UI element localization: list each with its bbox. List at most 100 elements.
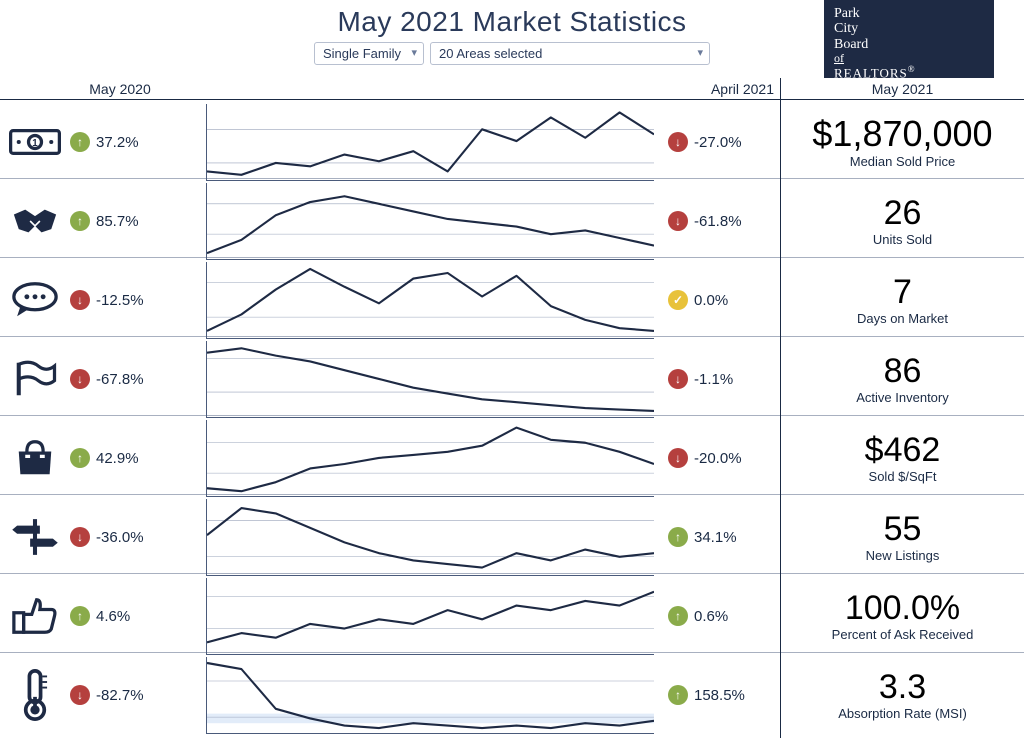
sparkline-chart [200, 495, 660, 580]
arrow-icon [70, 369, 90, 389]
arrow-icon [668, 448, 688, 468]
arrow-icon [668, 369, 688, 389]
col-header-mid: April 2021 [660, 81, 780, 97]
col-header-left: May 2020 [0, 81, 200, 97]
metric-row: -12.5%0.0%7Days on Market [0, 258, 1024, 337]
metric-label: Absorption Rate (MSI) [838, 706, 967, 721]
brand-logo: Park City Board of REALTORS® [824, 0, 994, 78]
metric-row: 4.6% 0.6% 100.0% Percent of Ask Received [0, 574, 1024, 653]
arrow-icon [70, 685, 90, 705]
mom-change: -61.8% [660, 211, 780, 231]
arrow-icon [70, 132, 90, 152]
mom-pct: -20.0% [694, 450, 742, 467]
yoy-pct: -12.5% [96, 292, 144, 309]
mom-pct: 0.0% [694, 292, 728, 309]
chat-icon [0, 274, 70, 326]
arrow-icon [70, 211, 90, 231]
yoy-change: -12.5% [70, 290, 200, 310]
arrow-icon [70, 448, 90, 468]
metric-value-cell: 100.0% Percent of Ask Received [780, 574, 1024, 659]
mom-change: 34.1% [660, 527, 780, 547]
arrow-icon [70, 527, 90, 547]
thermo-icon [0, 669, 70, 721]
metric-label: Percent of Ask Received [832, 627, 974, 642]
bag-icon [0, 432, 70, 484]
yoy-pct: 85.7% [96, 213, 139, 230]
title-block: May 2021 Market Statistics Single Family… [314, 6, 710, 65]
metric-label: Median Sold Price [850, 154, 956, 169]
yoy-pct: 42.9% [96, 450, 139, 467]
metric-value-cell: $462 Sold $/SqFt [780, 416, 1024, 501]
arrow-icon [668, 290, 688, 310]
mom-change: -20.0% [660, 448, 780, 468]
mom-change: 0.0% [660, 290, 780, 310]
areas-select[interactable]: 20 Areas selected [430, 42, 710, 65]
metric-value-cell: $1,870,000 Median Sold Price [780, 100, 1024, 185]
metric-row: -36.0%34.1%55New Listings [0, 495, 1024, 574]
metric-label: Sold $/SqFt [869, 469, 937, 484]
metric-value-cell: 86 Active Inventory [780, 337, 1024, 422]
header: May 2021 Market Statistics Single Family… [0, 0, 1024, 78]
mom-change: 158.5% [660, 685, 780, 705]
metric-value: 7 [893, 275, 912, 309]
sparkline-chart [200, 574, 660, 659]
mom-pct: 0.6% [694, 608, 728, 625]
mom-pct: -61.8% [694, 213, 742, 230]
metric-row: 1 37.2% -27.0% $1,870,000 Median Sold Price [0, 100, 1024, 179]
metrics-rows: 1 37.2% -27.0% $1,870,000 Median Sold Price 8… [0, 100, 1024, 732]
metric-value: $462 [865, 433, 941, 467]
mom-pct: -27.0% [694, 134, 742, 151]
metric-row: -82.7% 158.5% 3.3 Absorption Rate (MSI) [0, 653, 1024, 732]
property-type-select[interactable]: Single Family [314, 42, 424, 65]
sparkline-chart [200, 258, 660, 343]
thumb-icon [0, 590, 70, 642]
metric-value: 86 [884, 354, 922, 388]
mom-change: -27.0% [660, 132, 780, 152]
metric-row: -67.8% -1.1% 86 Active Inventory [0, 337, 1024, 416]
mom-pct: 34.1% [694, 529, 737, 546]
arrow-icon [70, 606, 90, 626]
selectors: Single Family 20 Areas selected [314, 42, 710, 65]
yoy-change: -82.7% [70, 685, 200, 705]
mom-change: -1.1% [660, 369, 780, 389]
cash-icon: 1 [0, 116, 70, 168]
yoy-pct: 4.6% [96, 608, 130, 625]
yoy-pct: 37.2% [96, 134, 139, 151]
metric-value: $1,870,000 [812, 116, 992, 152]
sparkline-chart [200, 337, 660, 422]
arrow-icon [668, 685, 688, 705]
metric-value: 3.3 [879, 670, 926, 704]
metric-value-cell: 55New Listings [780, 495, 1024, 580]
mom-pct: -1.1% [694, 371, 733, 388]
sparkline-chart [200, 179, 660, 264]
metric-value-cell: 7Days on Market [780, 258, 1024, 343]
yoy-pct: -36.0% [96, 529, 144, 546]
metric-value: 55 [884, 512, 922, 546]
handshake-icon [0, 195, 70, 247]
metric-value: 100.0% [845, 591, 960, 625]
sparkline-chart [200, 416, 660, 501]
yoy-change: 85.7% [70, 211, 200, 231]
metric-row: 42.9% -20.0% $462 Sold $/SqFt [0, 416, 1024, 495]
yoy-change: -67.8% [70, 369, 200, 389]
metric-row: 85.7%-61.8%26Units Sold [0, 179, 1024, 258]
mom-pct: 158.5% [694, 687, 745, 704]
page-title: May 2021 Market Statistics [314, 6, 710, 38]
yoy-pct: -82.7% [96, 687, 144, 704]
arrow-icon [668, 606, 688, 626]
yoy-change: 4.6% [70, 606, 200, 626]
sign-icon [0, 511, 70, 563]
arrow-icon [668, 527, 688, 547]
metric-value-cell: 3.3 Absorption Rate (MSI) [780, 653, 1024, 738]
yoy-change: -36.0% [70, 527, 200, 547]
arrow-icon [70, 290, 90, 310]
metric-label: Units Sold [873, 232, 932, 247]
yoy-change: 37.2% [70, 132, 200, 152]
metric-label: Active Inventory [856, 390, 949, 405]
sparkline-chart [200, 100, 660, 185]
arrow-icon [668, 132, 688, 152]
flag-icon [0, 353, 70, 405]
col-header-right: May 2021 [780, 78, 1024, 100]
metric-value-cell: 26Units Sold [780, 179, 1024, 264]
svg-text:1: 1 [32, 138, 38, 149]
